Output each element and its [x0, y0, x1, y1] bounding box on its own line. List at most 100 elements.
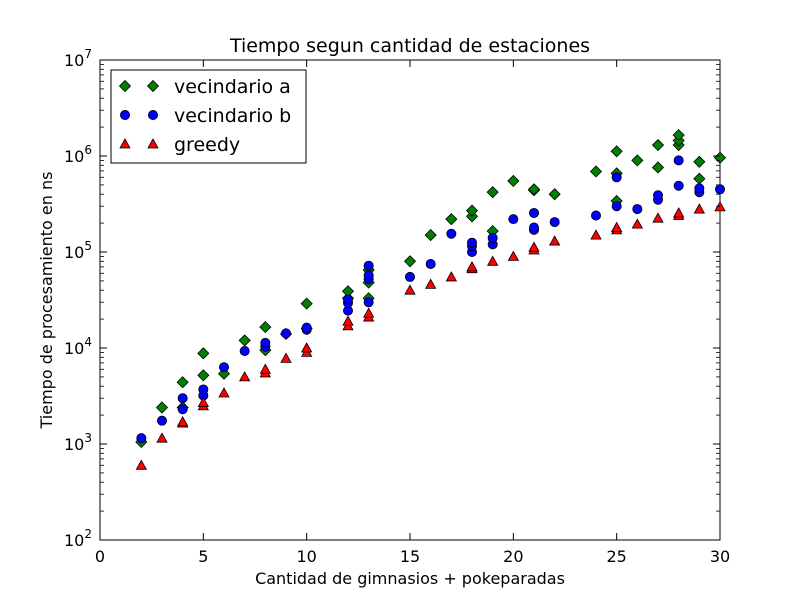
data-point: [363, 270, 374, 281]
legend-marker: [146, 79, 160, 93]
data-point: [653, 190, 664, 201]
x-tick-label: 5: [198, 547, 208, 566]
data-point: [300, 342, 313, 353]
data-point: [672, 129, 685, 142]
y-tick-label: 102: [64, 527, 92, 550]
data-point: [487, 232, 498, 243]
x-tick-label: 15: [400, 547, 420, 566]
data-point: [610, 145, 623, 158]
data-point: [424, 278, 437, 289]
data-point: [610, 221, 623, 232]
data-point: [176, 416, 189, 427]
data-point: [651, 161, 665, 174]
legend-marker: [147, 138, 159, 149]
x-tick-label: 25: [606, 547, 626, 566]
data-point: [197, 396, 210, 407]
data-point: [466, 261, 478, 272]
data-point: [611, 172, 622, 183]
data-point: [673, 155, 684, 166]
data-point: [611, 201, 622, 212]
data-point: [135, 459, 148, 470]
data-point: [363, 297, 374, 308]
data-point: [259, 363, 272, 374]
data-point: [548, 188, 561, 201]
data-point: [260, 337, 271, 348]
data-point: [715, 184, 726, 195]
data-point: [362, 307, 375, 318]
data-point: [445, 213, 458, 226]
data-point: [342, 315, 354, 326]
data-point: [136, 433, 147, 444]
data-point: [549, 217, 560, 228]
data-point: [404, 271, 415, 282]
data-point: [218, 387, 230, 398]
legend-label: greedy: [174, 134, 240, 156]
data-point: [548, 235, 561, 246]
data-point: [651, 138, 665, 152]
data-point: [486, 255, 499, 266]
data-point: [486, 186, 499, 199]
data-point: [508, 214, 519, 225]
series-greedy: [135, 201, 726, 470]
data-point: [465, 204, 479, 217]
data-point: [632, 204, 643, 215]
y-tick-label: 104: [64, 335, 92, 358]
data-point: [177, 404, 188, 415]
data-point: [693, 203, 706, 214]
data-point: [218, 362, 229, 373]
data-point: [589, 165, 603, 178]
data-point: [529, 207, 540, 218]
data-point: [424, 229, 437, 242]
legend-marker: [147, 110, 158, 121]
data-point: [176, 376, 189, 389]
y-tick-label: 106: [64, 143, 92, 166]
x-axis-label: Cantidad de gimnasios + pokeparadas: [255, 569, 565, 588]
data-point: [631, 154, 644, 167]
data-point: [238, 334, 251, 347]
data-point: [404, 284, 416, 295]
legend-entry: greedy: [119, 134, 240, 156]
x-tick-label: 10: [296, 547, 316, 566]
data-point: [466, 237, 477, 248]
data-point: [673, 180, 684, 191]
data-point: [198, 384, 209, 395]
data-point: [528, 241, 540, 252]
data-point: [631, 218, 644, 229]
legend-label: vecindario b: [174, 105, 291, 127]
data-point: [280, 328, 291, 339]
legend-entry: vecindario a: [118, 76, 291, 98]
y-tick-label: 103: [64, 431, 92, 454]
legend-marker: [120, 110, 131, 121]
data-point: [445, 271, 458, 282]
data-point: [527, 183, 541, 196]
data-point: [529, 222, 540, 233]
chart-title: Tiempo segun cantidad de estaciones: [229, 35, 590, 57]
data-point: [197, 369, 210, 382]
data-point: [363, 260, 374, 271]
data-point: [507, 250, 520, 261]
data-point: [425, 258, 436, 269]
data-point: [590, 229, 602, 240]
axis-ticks: 0 5 10 15 20 25 30 102 103 104 105 106 107: [64, 47, 730, 566]
data-point: [672, 207, 685, 218]
data-point: [155, 401, 169, 414]
data-point: [507, 174, 520, 187]
data-point: [652, 212, 664, 223]
data-point: [694, 183, 705, 194]
y-tick-label: 107: [64, 47, 92, 70]
data-point: [156, 415, 167, 426]
y-tick-label: 105: [64, 239, 92, 262]
x-tick-label: 0: [95, 547, 105, 566]
data-point: [301, 322, 312, 333]
data-point: [238, 371, 251, 382]
data-point: [156, 432, 168, 443]
data-point: [446, 228, 457, 239]
data-point: [693, 155, 706, 168]
data-point: [197, 347, 210, 360]
y-axis-label: Tiempo de procesamiento en ns: [37, 172, 56, 430]
data-points: [135, 129, 727, 470]
data-point: [300, 297, 313, 310]
x-tick-label: 30: [710, 547, 730, 566]
data-point: [591, 210, 602, 221]
